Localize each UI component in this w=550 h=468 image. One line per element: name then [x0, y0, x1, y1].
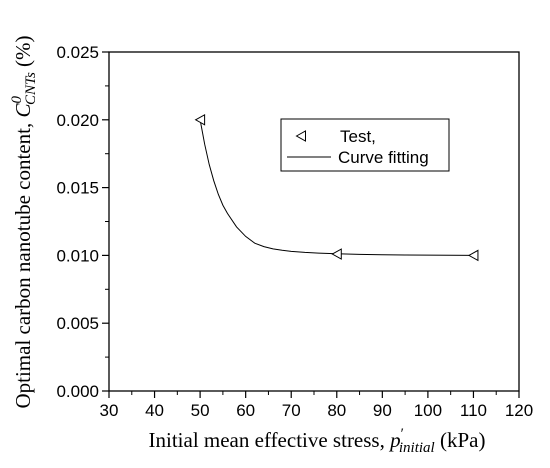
series-layer — [194, 113, 479, 262]
plot-frame — [108, 51, 520, 392]
y-axis-title-superscript: 0 — [9, 96, 25, 104]
legend-label-curve: Curve fitting — [338, 148, 429, 167]
x-tick-label: 110 — [460, 401, 487, 420]
y-tick-label: 0.010 — [56, 246, 99, 265]
test-data-point — [467, 249, 479, 262]
x-axis-title-unit: (kPa) — [435, 428, 486, 452]
y-axis-title-symbol: C — [11, 103, 35, 118]
y-tick-label: 0.005 — [56, 314, 99, 333]
y-axis-title-unit: (%) — [11, 35, 35, 72]
curve-fitting-line — [199, 119, 474, 256]
x-axis-title-prime: ′ — [401, 426, 404, 442]
x-tick-label: 40 — [145, 401, 164, 420]
x-tick-label: 120 — [505, 401, 533, 420]
test-data-point — [331, 248, 342, 260]
x-axis-ticks: 30 40 50 60 70 80 90 100 110 120 — [100, 391, 533, 420]
test-data-point — [194, 113, 206, 126]
x-tick-label: 80 — [327, 401, 346, 420]
legend-marker-test — [295, 130, 306, 142]
legend-box — [280, 118, 450, 172]
x-axis-title: Initial mean effective stress, p′ initial… — [149, 426, 486, 456]
y-tick-label: 0.000 — [56, 382, 99, 401]
y-axis-title: Optimal carbon nanotube content, C0CNTs … — [9, 35, 39, 408]
x-tick-label: 90 — [373, 401, 392, 420]
x-tick-label: 60 — [236, 401, 255, 420]
legend: Test, Curve fitting — [280, 118, 450, 172]
y-tick-label: 0.020 — [56, 111, 99, 130]
x-tick-label: 30 — [100, 401, 119, 420]
y-axis-title-main: Optimal carbon nanotube content, — [11, 118, 35, 409]
y-axis-title-subscript: CNTs — [23, 72, 39, 105]
x-axis-title-main: Initial mean effective stress, — [149, 428, 391, 452]
y-axis-ticks: 0.000 0.005 0.010 0.015 0.020 0.025 — [56, 43, 109, 401]
x-tick-label: 50 — [191, 401, 210, 420]
y-tick-label: 0.025 — [56, 43, 99, 62]
y-tick-label: 0.015 — [56, 179, 99, 198]
legend-label-test: Test, — [340, 127, 376, 146]
x-tick-label: 100 — [414, 401, 442, 420]
x-axis-title-subscript: initial — [399, 440, 435, 456]
x-tick-label: 70 — [282, 401, 301, 420]
x-axis-title-symbol: p — [388, 428, 401, 452]
